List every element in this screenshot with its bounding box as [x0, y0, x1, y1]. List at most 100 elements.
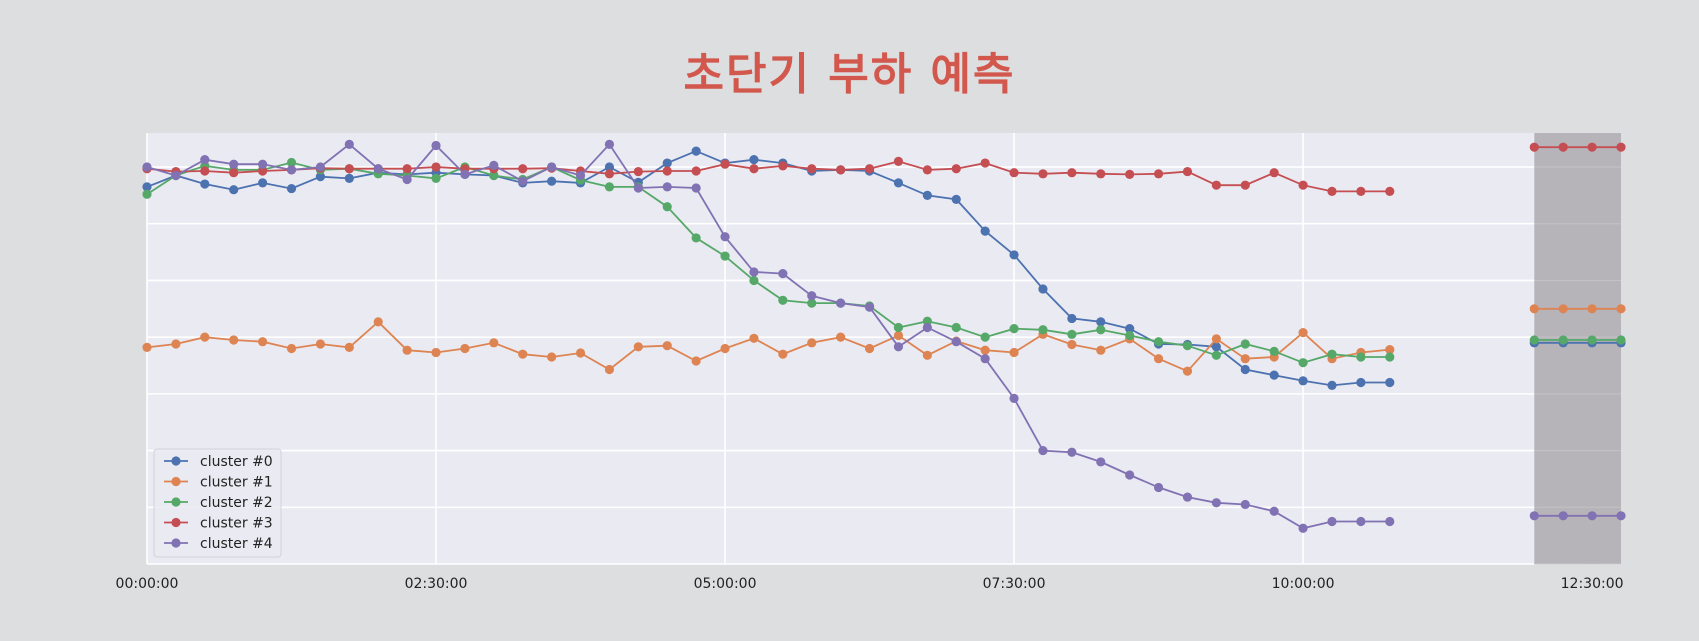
data-point-cluster-3 [864, 164, 875, 174]
data-point-cluster-4 [431, 140, 441, 151]
data-point-cluster-3 [1009, 168, 1019, 178]
data-point-cluster-4 [1067, 447, 1077, 457]
data-point-cluster-1 [171, 339, 181, 349]
forecast-point-cluster-4 [1558, 511, 1568, 521]
data-point-cluster-0 [1240, 364, 1250, 375]
data-point-cluster-2 [1211, 350, 1221, 360]
data-point-cluster-1 [1153, 354, 1164, 364]
data-point-cluster-1 [691, 356, 701, 366]
forecast-point-cluster-2 [1529, 335, 1539, 345]
x-tick-label: 07:30:00 [983, 576, 1046, 592]
data-point-cluster-2 [1356, 352, 1366, 362]
data-point-cluster-1 [1067, 339, 1077, 350]
data-point-cluster-4 [1153, 482, 1164, 493]
data-point-cluster-4 [807, 291, 817, 301]
data-point-cluster-4 [980, 354, 990, 364]
data-point-cluster-2 [807, 298, 817, 308]
data-point-cluster-3 [229, 168, 239, 178]
data-point-cluster-1 [1182, 366, 1193, 376]
data-point-cluster-2 [980, 332, 990, 342]
x-tick-label: 12:30:00 [1561, 576, 1624, 592]
data-point-cluster-2 [1125, 330, 1135, 341]
data-point-cluster-2 [720, 251, 730, 261]
data-point-cluster-1 [344, 342, 354, 352]
data-point-cluster-1 [1298, 328, 1308, 338]
data-point-cluster-0 [1298, 376, 1308, 386]
data-point-cluster-0 [1096, 317, 1106, 327]
x-tick-label: 05:00:00 [694, 576, 757, 592]
data-point-cluster-1 [1009, 347, 1019, 358]
data-point-cluster-3 [431, 162, 441, 172]
forecast-point-cluster-4 [1587, 511, 1597, 521]
data-point-cluster-1 [922, 350, 932, 360]
data-point-cluster-1 [980, 345, 990, 355]
data-point-cluster-4 [229, 159, 239, 169]
forecast-point-cluster-3 [1529, 142, 1539, 152]
data-point-cluster-2 [1153, 337, 1164, 347]
data-point-cluster-3 [836, 165, 846, 175]
data-point-cluster-1 [662, 341, 672, 351]
forecast-point-cluster-1 [1529, 304, 1539, 314]
data-point-cluster-1 [229, 335, 239, 345]
data-point-cluster-1 [431, 347, 441, 358]
data-point-cluster-0 [1385, 377, 1395, 388]
data-point-cluster-1 [142, 342, 152, 352]
data-point-cluster-0 [286, 183, 297, 194]
data-point-cluster-0 [315, 172, 326, 182]
data-point-cluster-4 [922, 322, 932, 333]
data-point-cluster-1 [604, 364, 615, 375]
legend-label: cluster #1 [200, 475, 273, 491]
forecast-point-cluster-3 [1616, 142, 1626, 152]
data-point-cluster-1 [749, 333, 759, 343]
data-point-cluster-4 [1269, 506, 1279, 516]
data-point-cluster-2 [1240, 339, 1250, 349]
x-tick-label: 10:00:00 [1272, 576, 1335, 592]
data-point-cluster-4 [836, 298, 846, 308]
data-point-cluster-2 [489, 170, 499, 181]
data-point-cluster-0 [922, 190, 932, 200]
data-point-cluster-2 [1067, 329, 1077, 339]
data-point-cluster-2 [1385, 352, 1395, 362]
legend-marker [171, 476, 181, 487]
data-point-cluster-3 [807, 164, 817, 174]
data-point-cluster-1 [315, 339, 326, 349]
data-point-cluster-3 [1153, 169, 1164, 179]
data-point-cluster-4 [864, 302, 875, 312]
data-point-cluster-2 [1009, 324, 1019, 334]
legend-marker [171, 497, 181, 507]
plot-area [147, 133, 1621, 564]
data-point-cluster-2 [1038, 325, 1048, 335]
data-point-cluster-4 [778, 269, 788, 279]
data-point-cluster-2 [1327, 349, 1337, 359]
data-point-cluster-3 [691, 166, 701, 176]
data-point-cluster-2 [142, 189, 152, 199]
data-point-cluster-4 [1327, 516, 1337, 527]
data-point-cluster-0 [749, 155, 759, 165]
data-point-cluster-0 [229, 185, 239, 195]
data-point-cluster-0 [1067, 313, 1077, 324]
series-line-cluster-4 [146, 142, 1390, 530]
chart-title: 초단기 부하 예측 [683, 49, 1016, 100]
data-point-cluster-3 [893, 156, 904, 166]
data-point-cluster-4 [951, 337, 961, 347]
data-point-cluster-4 [1009, 393, 1019, 404]
data-point-cluster-3 [1240, 180, 1250, 190]
data-point-cluster-0 [142, 182, 152, 192]
data-point-cluster-4 [142, 162, 152, 172]
data-point-cluster-2 [431, 173, 441, 183]
forecast-point-cluster-3 [1558, 142, 1568, 152]
data-point-cluster-4 [893, 342, 904, 352]
data-point-cluster-4 [662, 182, 672, 192]
data-point-cluster-2 [951, 322, 961, 333]
data-point-cluster-4 [749, 267, 759, 277]
data-point-cluster-4 [489, 160, 499, 170]
forecast-point-cluster-1 [1587, 304, 1597, 314]
data-point-cluster-0 [893, 178, 904, 188]
series-line-cluster-1 [146, 320, 1390, 373]
data-point-cluster-2 [662, 202, 672, 212]
data-point-cluster-1 [1240, 354, 1250, 364]
forecast-point-cluster-3 [1587, 142, 1597, 152]
data-point-cluster-4 [200, 155, 210, 165]
data-point-cluster-0 [200, 179, 210, 189]
